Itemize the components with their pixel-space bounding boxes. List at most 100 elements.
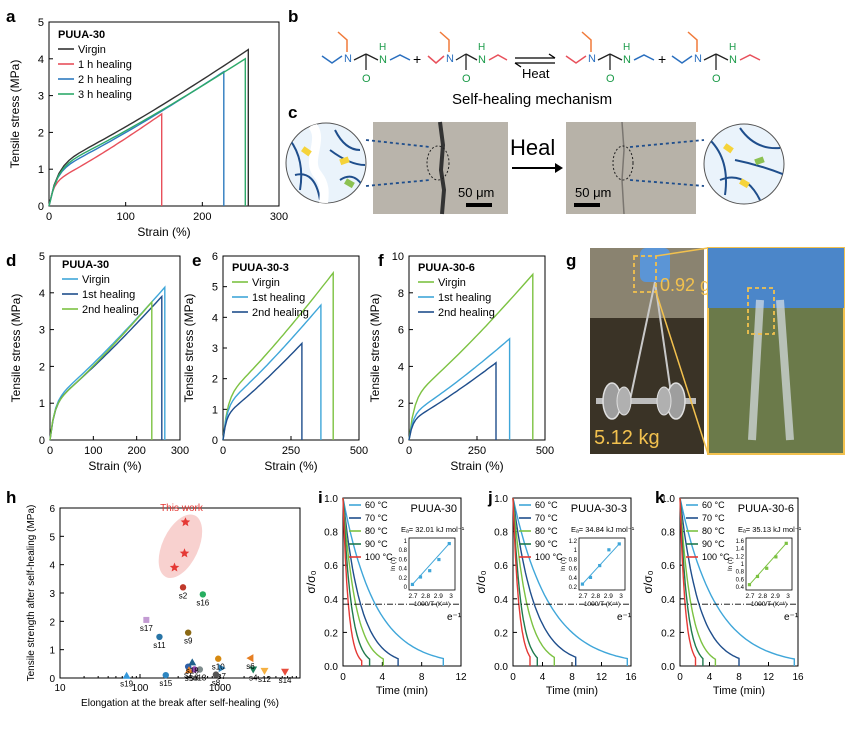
crack (438, 121, 447, 215)
inset-x-tick-k: 2.7 (745, 593, 754, 600)
svg-text:N: N (623, 54, 631, 66)
scatter-label-17: s18 (186, 666, 199, 675)
svg-text:H: H (729, 42, 736, 53)
svg-text:H: H (478, 42, 485, 53)
inset-y-tick-j: 0.4 (569, 576, 578, 582)
legend-label-j: 100 °C (535, 552, 563, 562)
inset-point-k (747, 583, 752, 587)
scatter-label-18: s19 (120, 680, 133, 689)
scatter-label-12: s13 (193, 674, 206, 683)
annotation-this-work: This work (160, 503, 204, 514)
legend-label-k: 70 °C (702, 513, 725, 523)
svg-text:N: N (694, 53, 702, 65)
legend-label-k: 80 °C (702, 526, 725, 536)
inset-x-tick-i: 2.8 (421, 593, 430, 600)
x-tick-label-i: 8 (419, 672, 425, 683)
panel-label-b: b (288, 7, 298, 26)
y-tick-label-j: 0.2 (494, 628, 508, 639)
y-axis-label-k: σ/σ₀ (641, 570, 655, 593)
chart-title-i: PUUA-30 (411, 503, 457, 515)
y-tick-label-d: 4 (39, 288, 45, 300)
scatter-point-21 (169, 562, 180, 572)
chart-title-a: PUUA-30 (58, 29, 105, 41)
stress-chart-a: 0 100 200 300 0 1 2 3 4 5 Strain (%) Tensile stress… (8, 17, 288, 239)
y-tick-label-j: 1.0 (494, 494, 508, 505)
y-axis-label-h: Tensile strength after self-healing (MPa… (26, 505, 37, 682)
series-line-d-1 (49, 294, 163, 441)
y-tick-label-j: 0.0 (494, 662, 508, 673)
legend-label-f: 2nd healing (438, 307, 495, 319)
relax-line-i-4 (342, 497, 363, 666)
heal-label: Heal (510, 135, 555, 160)
healing-micrographs: 50 μm Heal 50 μm (285, 121, 785, 215)
heal-arrow-icon (512, 163, 563, 173)
inset-x-tick-k: 3 (786, 593, 790, 600)
y-tick-label-j: 0.6 (494, 561, 508, 572)
weight-lifting-photo: 0.92 g 5.12 kg (590, 247, 845, 455)
y-tick-label-i: 1.0 (324, 494, 338, 505)
scatter-label-9: s10 (212, 663, 225, 672)
x-tick-label-k: 8 (736, 672, 742, 683)
scatter-label-0: s1 (184, 671, 193, 680)
legend-label-j: 90 °C (535, 539, 558, 549)
x-axis-label-d: Strain (%) (88, 459, 141, 473)
relax-line-i-0 (342, 497, 444, 666)
y-axis-label-f: Tensile stress (MPa) (368, 294, 382, 403)
svg-text:N: N (478, 54, 486, 66)
molecule-3: N O N H (565, 31, 655, 85)
chart-title-e: PUUA-30-3 (232, 262, 289, 274)
series-line-f-0 (408, 272, 534, 441)
y-tick-label-a: 3 (38, 91, 44, 103)
scatter-chart-h: 10 100 1000 0 1 2 3 4 5 6 Elongation at the break … (26, 503, 301, 709)
svg-text:N: N (729, 54, 737, 66)
highlight-box (633, 255, 657, 293)
x-tick-label-j: 8 (569, 672, 575, 683)
panel-label-e: e (192, 251, 201, 270)
scatter-label-8: s9 (184, 637, 193, 646)
scatter-label-2: s3 (190, 674, 199, 683)
micrograph-healed (566, 122, 696, 214)
inset-y-label-j: ln (τ) (560, 557, 567, 571)
x-axis-label-a: Strain (%) (137, 225, 190, 239)
scatter-label-7: s8 (212, 679, 221, 688)
dumbbell-icon (596, 382, 696, 420)
x-tick-label-k: 16 (792, 672, 804, 683)
legend-label-j: 60 °C (535, 500, 558, 510)
y-tick-label-d: 3 (39, 325, 45, 337)
molecule-1: N O N H (321, 31, 411, 85)
inset-y-tick-j: 1 (574, 548, 578, 554)
x-tick-label-i: 0 (340, 672, 346, 683)
y-tick-label-e: 5 (212, 282, 218, 294)
x-axis-label-e: Strain (%) (264, 459, 317, 473)
inset-y-tick-k: 1.6 (736, 539, 745, 545)
legend-label-e: 2nd healing (252, 307, 309, 319)
inset-point-j (588, 575, 593, 579)
inset-y-tick-j: 1.2 (569, 539, 578, 545)
plus-sign-2: + (658, 51, 666, 67)
scatter-label-10: s11 (153, 641, 166, 650)
x-axis-label-f: Strain (%) (450, 459, 503, 473)
legend-label-i: 90 °C (365, 539, 388, 549)
y-tick-label-k: 0.4 (661, 595, 675, 606)
panel-label-f: f (378, 251, 384, 270)
scatter-point-18 (122, 671, 131, 679)
legend-label-i: 70 °C (365, 513, 388, 523)
inset-point-i (418, 575, 423, 579)
x-tick-label-h: 1000 (209, 683, 232, 694)
y-tick-label-d: 5 (39, 251, 45, 263)
stress-chart-f: 0 250 500 0 2 4 6 8 10 Strain (%) Tensile stress (… (368, 251, 554, 473)
legend-label-f: 1st healing (438, 292, 491, 304)
panel-label-h: h (6, 488, 16, 507)
x-tick-label-j: 16 (625, 672, 637, 683)
plot-frame-a (48, 21, 280, 207)
y-tick-label-h: 1 (49, 646, 55, 657)
x-axis-label-j: Time (min) (546, 685, 598, 697)
x-tick-label-i: 4 (380, 672, 386, 683)
svg-text:O: O (712, 73, 721, 85)
inset-y-tick-k: 1 (741, 562, 745, 568)
series-line-f-1 (408, 337, 511, 441)
x-axis-label-h: Elongation at the break after self-heali… (81, 698, 279, 709)
x-tick-label-i: 12 (455, 672, 467, 683)
